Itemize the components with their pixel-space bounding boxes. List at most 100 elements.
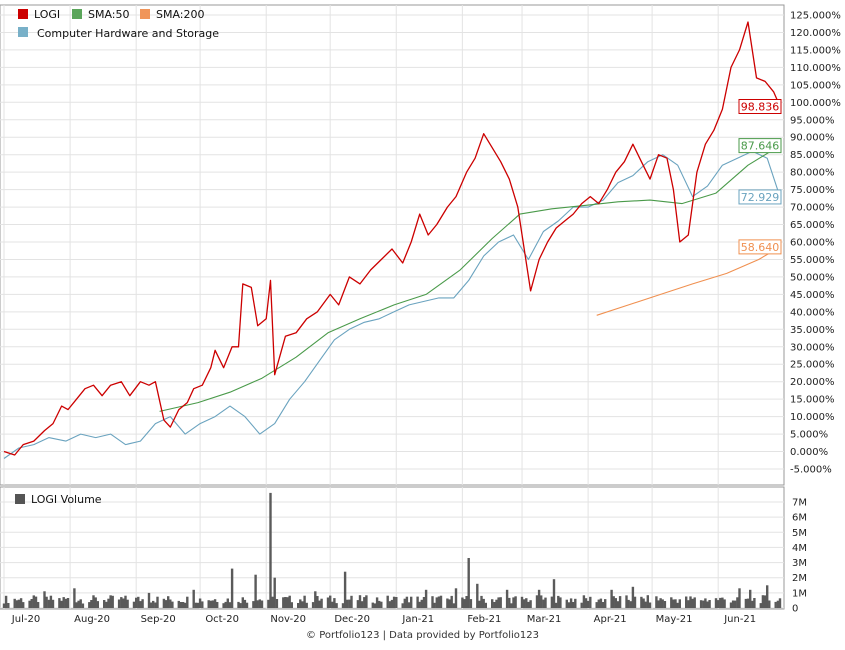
volume-bar	[4, 595, 8, 608]
volume-bar	[569, 598, 573, 608]
volume-bar	[687, 600, 690, 608]
volume-bar	[491, 599, 494, 608]
legend-swatch-sma200	[140, 9, 150, 19]
volume-bar	[28, 600, 31, 608]
volume-bar	[646, 595, 649, 608]
volume-bar	[422, 597, 426, 608]
volume-bar	[58, 598, 61, 608]
volume-bar	[380, 601, 383, 608]
end-label-box	[738, 98, 782, 114]
volume-bar	[335, 603, 338, 608]
volume-bar	[275, 599, 279, 608]
volume-tick-label: 3M	[792, 558, 807, 569]
volume-bar	[655, 596, 658, 608]
volume-bar	[454, 588, 458, 608]
y-tick-label: 95.000%	[790, 115, 835, 126]
volume-bar	[648, 602, 652, 608]
volume-bar	[378, 600, 381, 608]
volume-bar	[120, 597, 123, 608]
volume-bar	[94, 597, 97, 608]
volume-bar	[523, 599, 526, 608]
y-tick-label: -5.000%	[790, 465, 832, 476]
legend-label-industry: Computer Hardware and Storage	[37, 27, 219, 40]
volume-bar	[778, 598, 782, 608]
volume-bar	[717, 600, 720, 608]
volume-bar	[169, 599, 172, 608]
x-tick-label: Jan-21	[401, 614, 434, 625]
volume-bar	[495, 599, 498, 608]
volume-bar	[610, 589, 613, 608]
volume-bar	[544, 597, 547, 608]
volume-bar	[333, 598, 336, 608]
volume-bar	[329, 595, 332, 608]
volume-bar	[435, 597, 438, 608]
y-tick-label: 20.000%	[790, 377, 835, 388]
legend-label-sma50: SMA:50	[88, 8, 130, 21]
volume-bar	[105, 601, 108, 608]
y-tick-label: 30.000%	[790, 342, 835, 353]
volume-bar	[117, 599, 121, 608]
volume-bar	[226, 598, 229, 608]
volume-bar	[211, 600, 215, 608]
volume-bar	[719, 597, 722, 608]
volume-bar	[109, 595, 112, 608]
end-value-labels: 98.836 87.646 72.929 58.640	[738, 98, 782, 255]
volume-bar	[672, 599, 675, 608]
volume-bar	[341, 603, 345, 608]
volume-bar	[499, 597, 502, 608]
volume-bar	[731, 600, 735, 608]
volume-bar	[616, 601, 620, 608]
volume-bar	[706, 601, 709, 608]
volume-bar	[43, 591, 46, 608]
volume-tick-label: 2M	[792, 573, 807, 584]
volume-bar	[365, 595, 368, 608]
volume-bar	[147, 592, 151, 608]
volume-bar	[736, 597, 739, 608]
volume-bar	[137, 596, 140, 608]
series-line-computer-hardware-and-storage	[3, 150, 781, 459]
volume-bar	[17, 599, 21, 608]
volume-bar	[318, 600, 321, 608]
end-label-value: 58.640	[741, 241, 780, 254]
volume-bar	[184, 602, 187, 608]
volume-tick-label: 5M	[792, 528, 807, 539]
volume-bar	[271, 596, 274, 608]
volume-bar	[476, 583, 479, 608]
legend-swatch-logi	[18, 9, 28, 19]
volume-bar	[241, 597, 244, 608]
volume-bar	[45, 596, 48, 608]
volume-bar	[386, 595, 389, 608]
y-tick-label: 60.000%	[790, 238, 835, 249]
volume-bar	[437, 596, 441, 608]
volume-bar	[721, 597, 724, 608]
volume-bar	[527, 601, 530, 608]
y-tick-label: 25.000%	[790, 360, 835, 371]
volume-bar	[363, 597, 366, 608]
volume-bar	[512, 597, 515, 608]
volume-bar	[19, 598, 23, 608]
volume-bar	[179, 602, 183, 608]
volume-bar	[537, 589, 541, 608]
volume-bar	[595, 602, 598, 608]
volume-bar	[139, 601, 142, 608]
volume-tick-label: 7M	[792, 498, 807, 509]
volume-bar	[177, 600, 180, 608]
volume-bar	[497, 597, 500, 608]
volume-bar	[196, 602, 200, 608]
volume-bar	[245, 602, 249, 608]
volume-bar	[154, 602, 157, 608]
volume-bar	[75, 602, 78, 608]
x-tick-label: Oct-20	[205, 614, 239, 625]
legend-label-logi: LOGI	[34, 8, 60, 21]
volume-bar	[582, 595, 586, 608]
volume-bar	[601, 602, 605, 608]
volume-bar	[267, 599, 270, 608]
volume-bar	[171, 601, 174, 608]
volume-bar	[734, 600, 737, 608]
volume-bar	[465, 596, 468, 608]
end-label-box	[738, 189, 782, 205]
volume-bar	[723, 599, 726, 608]
volume-bar	[642, 598, 645, 608]
volume-bar	[47, 599, 50, 608]
volume-bar	[22, 602, 25, 608]
